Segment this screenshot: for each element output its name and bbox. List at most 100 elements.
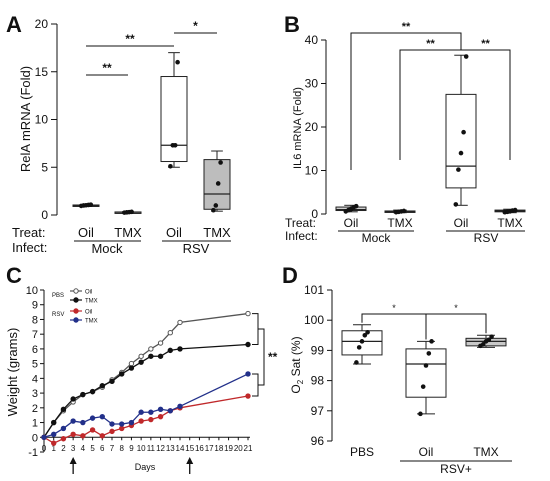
d-significance-label: * (454, 303, 458, 313)
a-group-2-box (160, 76, 188, 163)
b-group-0-point (353, 203, 359, 209)
c-series-point-3 (60, 425, 67, 432)
c-legend-marker (73, 308, 79, 314)
c-series-point-3 (99, 413, 105, 420)
a-y-tick-label: 20 (35, 17, 49, 31)
c-y-tick-label: 4 (32, 373, 38, 385)
c-series-point-3 (245, 371, 251, 377)
c-series-point-2 (109, 428, 115, 435)
c-series-point-3 (157, 406, 164, 412)
d-group-2-point (486, 337, 492, 343)
d-group-1-point (420, 384, 426, 389)
c-series-point-1 (89, 388, 96, 395)
d-significance-label: * (392, 303, 396, 313)
d-y-tick-label: 99 (311, 343, 325, 357)
c-legend-marker (73, 288, 79, 294)
b-significance-label: ** (481, 38, 490, 50)
c-series-point-0 (128, 360, 135, 367)
c-bracket-join (258, 328, 265, 386)
d-group-2-point (480, 342, 486, 347)
c-x-tick-label: 21 (244, 444, 253, 453)
d-group-label: TMX (473, 445, 498, 459)
c-y-tick-label: 10 (26, 285, 38, 297)
c-x-tick-label: 17 (205, 444, 214, 453)
a-treat-label: TMX (203, 225, 231, 240)
c-x-tick-label: 19 (224, 444, 233, 453)
d-group-1-point (426, 351, 432, 356)
a-row-label-treat: Treat: (12, 225, 45, 240)
panel-label-c: C (6, 263, 22, 288)
b-treat-label: Oil (344, 216, 359, 230)
a-treat-label: TMX (114, 225, 142, 240)
c-y-tick-label: 8 (32, 314, 38, 326)
b-group-2-point (461, 129, 466, 135)
a-treat-label: Oil (166, 225, 182, 240)
c-series-point-3 (138, 409, 144, 415)
a-y-axis-label: RelA mRNA (Fold) (18, 66, 33, 172)
c-y-tick-label: 6 (32, 344, 38, 356)
c-series-point-2 (138, 418, 144, 424)
d-group-label: Oil (419, 445, 434, 459)
c-series-point-2 (157, 413, 164, 420)
c-legend-text: Oil (85, 310, 92, 316)
c-x-tick-label: 10 (137, 444, 146, 453)
c-series-point-1 (128, 365, 135, 371)
c-x-tick-label: 0 (42, 444, 47, 453)
a-group-2-point (168, 163, 173, 169)
a-row-label-infect: Infect: (12, 240, 47, 255)
c-series-line-3 (43, 373, 249, 438)
d-group-1-point (423, 363, 429, 368)
c-y-tick-label: 0 (32, 432, 38, 444)
d-significance-bracket (425, 313, 487, 340)
c-series-point-3 (109, 421, 115, 427)
b-treat-label: TMX (497, 216, 522, 230)
a-infect-label: Mock (91, 241, 123, 256)
d-group-label: PBS (350, 445, 374, 459)
c-x-tick-label: 15 (185, 444, 194, 453)
c-series-point-1 (109, 378, 115, 385)
a-treat-label: Oil (78, 225, 94, 240)
d-y-tick-label: 98 (311, 374, 325, 388)
c-x-tick-label: 18 (214, 444, 223, 453)
b-row-label-treat: Treat: (285, 216, 316, 230)
c-y-tick-label: 9 (32, 300, 38, 312)
d-y-axis-label: O2 Sat (%) (289, 336, 305, 393)
c-series-point-3 (41, 434, 47, 440)
c-y-tick-label: -1 (28, 447, 38, 459)
c-legend-group-label: RSV (52, 312, 64, 318)
b-y-tick-label: 0 (311, 207, 318, 221)
panel-label-b: B (284, 12, 300, 37)
c-series-point-2 (99, 433, 105, 439)
c-legend-text: TMX (85, 319, 98, 325)
c-series-point-3 (89, 415, 96, 421)
b-significance-label: ** (402, 21, 411, 33)
c-series-point-2 (51, 440, 57, 446)
d-y-tick-label: 97 (311, 404, 325, 418)
c-x-tick-label: 5 (90, 444, 95, 453)
a-group-1-point (129, 209, 134, 215)
b-y-tick-label: 10 (305, 164, 319, 178)
b-y-tick-label: 20 (305, 120, 319, 134)
b-significance-label: ** (426, 38, 435, 50)
c-legend-group-label: PBS (52, 293, 64, 299)
a-group-2-point (172, 142, 178, 148)
c-x-tick-label: 11 (147, 444, 156, 453)
d-group-0-point (354, 360, 359, 365)
a-significance-label: ** (125, 32, 135, 46)
c-series-point-3 (148, 409, 154, 415)
c-x-tick-label: 12 (156, 444, 165, 453)
b-treat-label: TMX (387, 216, 412, 230)
a-group-3-point (215, 181, 221, 186)
d-group-0-point (365, 329, 370, 335)
d-group-2-point (489, 334, 494, 340)
b-y-axis-label: IL6 mRNA (Fold) (292, 87, 304, 169)
c-series-point-3 (128, 419, 135, 426)
c-x-tick-label: 20 (234, 444, 243, 453)
c-legend-text: TMX (85, 299, 98, 305)
a-y-tick-label: 15 (35, 65, 49, 79)
c-series-point-0 (245, 310, 251, 317)
panel-label-a: A (6, 12, 22, 37)
c-series-point-1 (51, 419, 57, 426)
c-series-point-1 (138, 359, 144, 365)
